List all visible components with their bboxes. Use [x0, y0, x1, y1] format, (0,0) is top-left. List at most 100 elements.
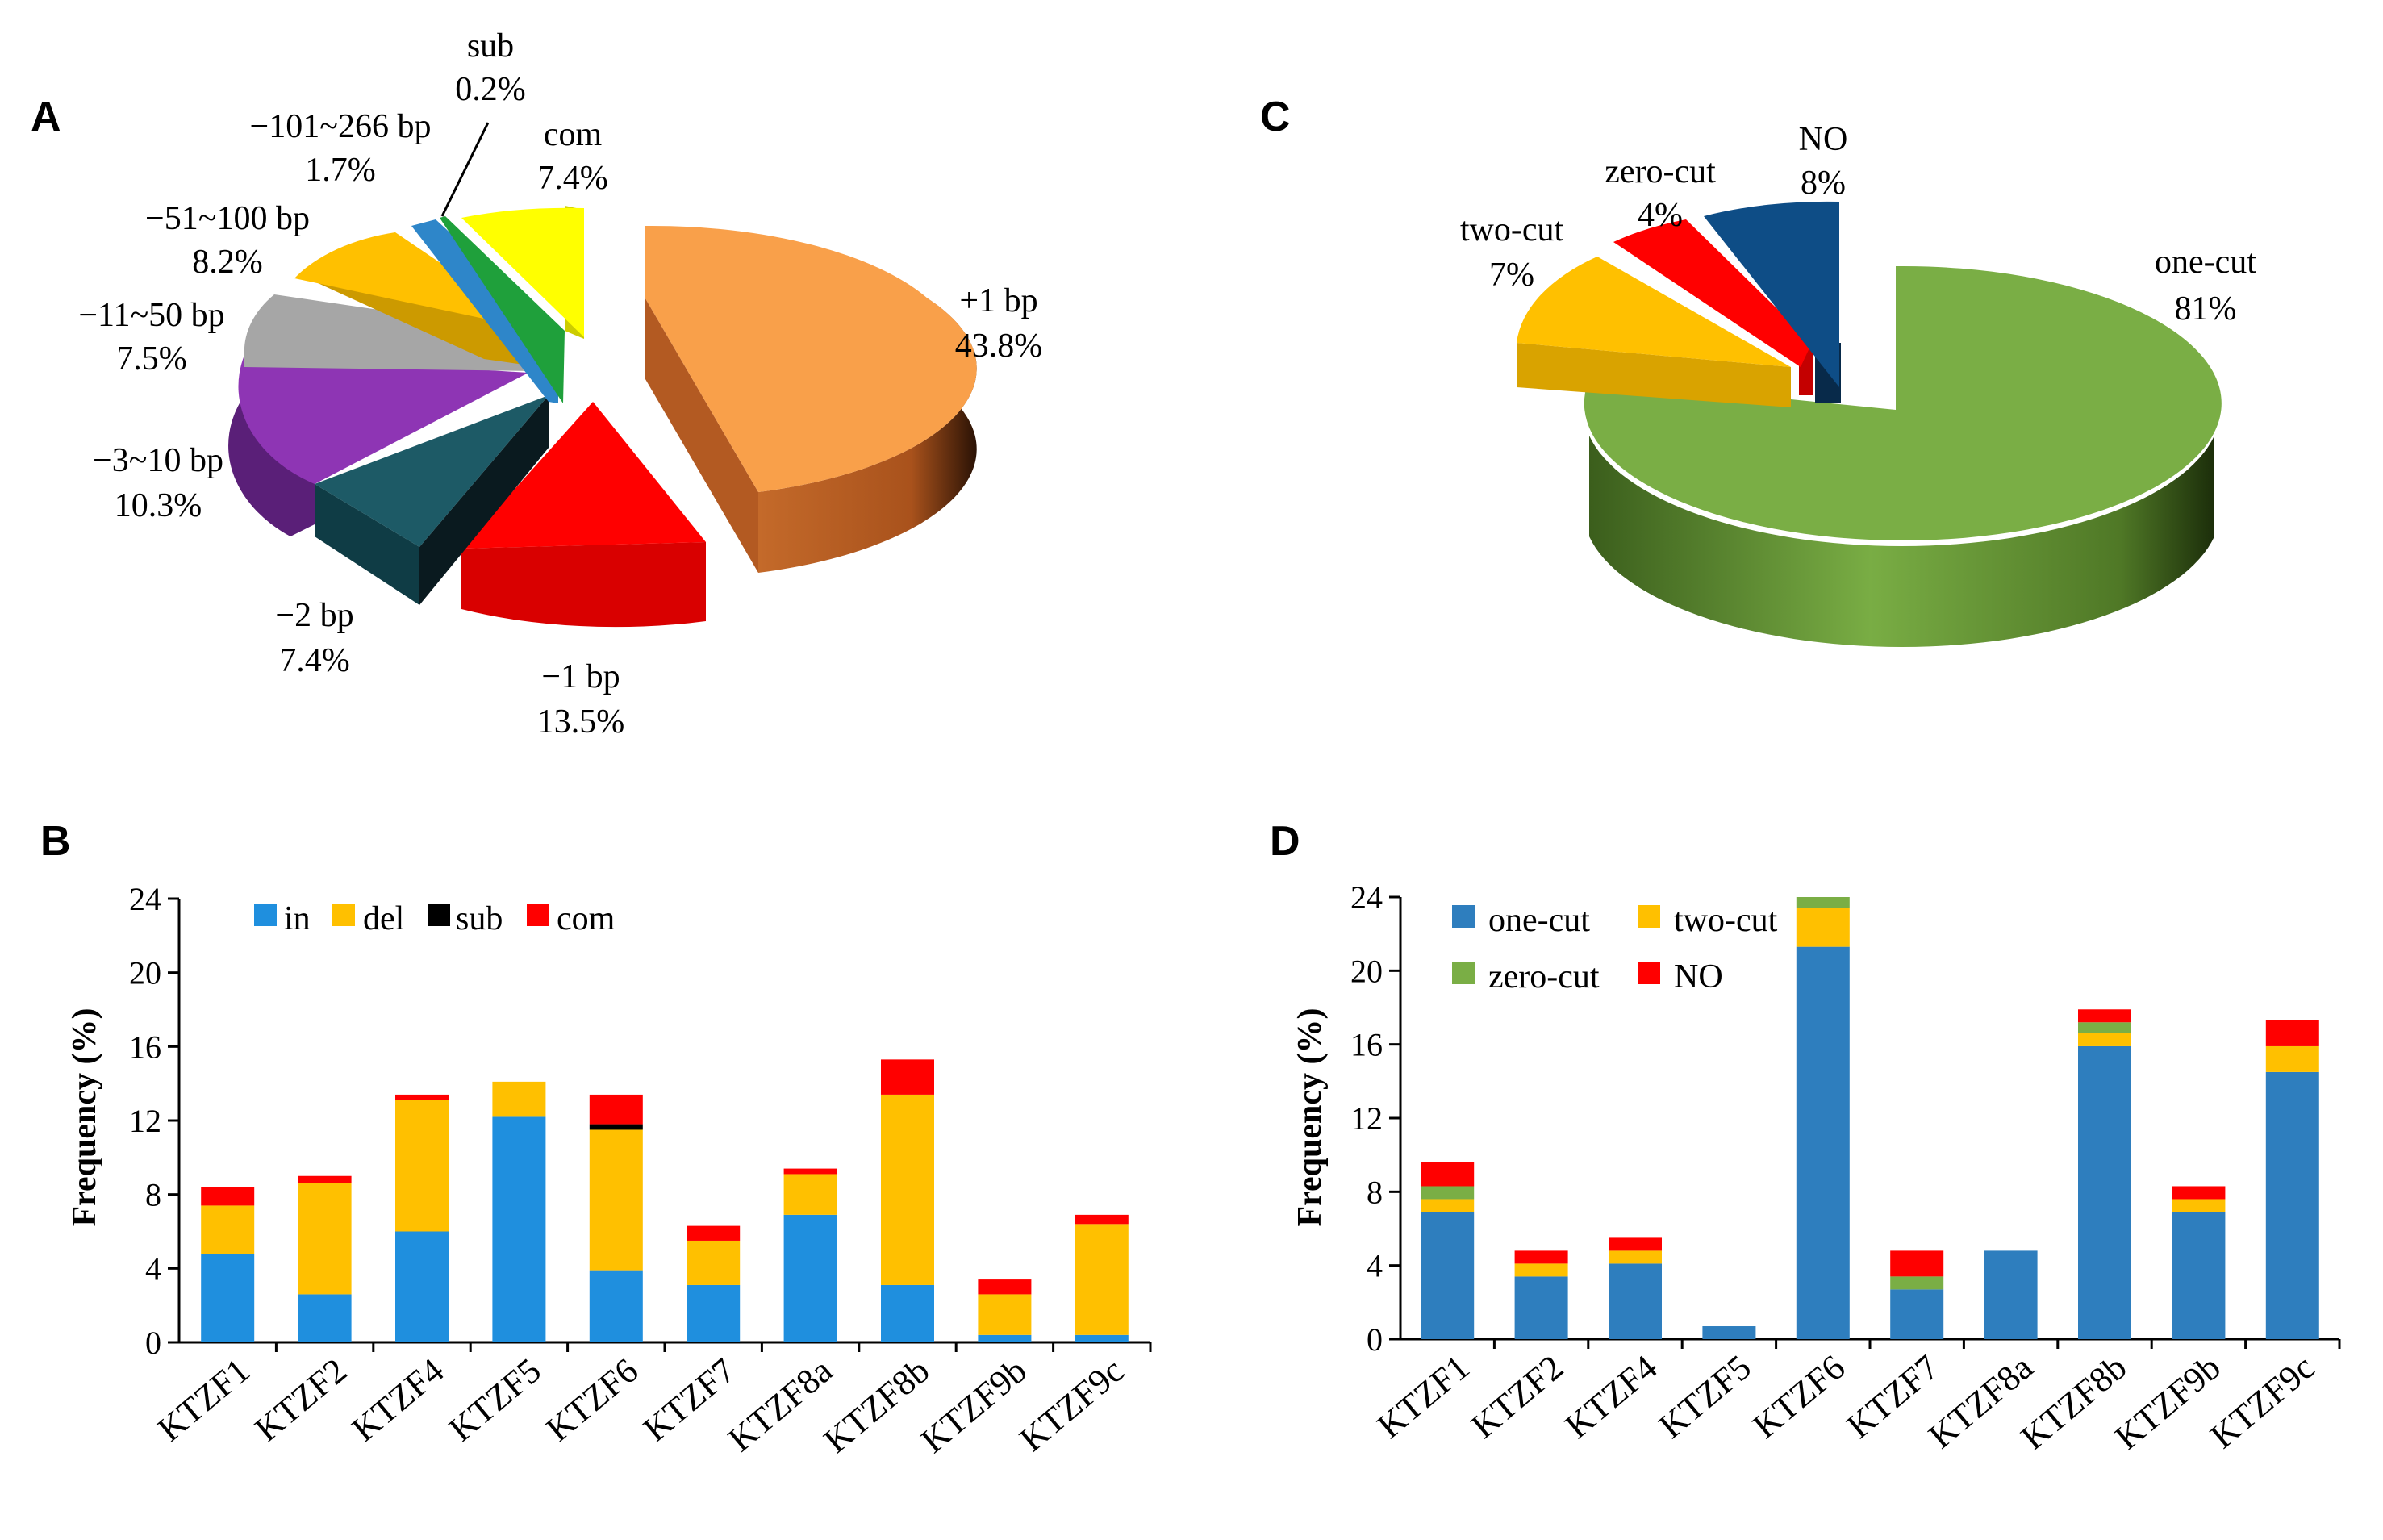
pie-a-label-plus1-pct: 43.8% [955, 328, 1043, 365]
bar-b-bar-KTZF6-del [589, 1129, 643, 1271]
panel-label-c: C [1260, 94, 1291, 140]
bar-d-xtick-label-KTZF1: KTZF1 [1370, 1347, 1477, 1446]
bar-b-xtick-label-KTZF1: KTZF1 [150, 1350, 257, 1449]
bar-d-bar-KTZF9b-one-cut [2172, 1212, 2226, 1339]
pie-c-slice-twocut-side [1517, 343, 1791, 407]
bar-chart-d: Frequency (%) one-cut two-cut zero-cut N… [1292, 879, 2341, 1458]
bar-d-bar-KTZF7-zero-cut [1890, 1276, 1944, 1290]
legend-d-swatch-onecut [1452, 905, 1475, 928]
bar-d-bar-KTZF9c-two-cut [2265, 1045, 2319, 1072]
bar-d-xtick-label-KTZF9b: KTZF9b [2107, 1347, 2227, 1458]
bar-b-bar-KTZF8b-com [881, 1059, 934, 1095]
pie-a-label-minus2-pct: 7.4% [279, 642, 350, 679]
bar-d-bar-KTZF8b-zero-cut [2078, 1022, 2131, 1033]
bar-b-ytick-label: 16 [129, 1029, 161, 1065]
bar-d-ylabel: Frequency (%) [1292, 1008, 1329, 1226]
bar-d-bar-KTZF6-one-cut [1796, 946, 1850, 1339]
pie-a-label-m3-name: −3~10 bp [93, 442, 223, 479]
pie-a-slice-m101-266 [411, 219, 558, 403]
legend-b-label-com: com [557, 900, 616, 937]
pie-a-slice-sub [440, 216, 565, 403]
bar-d-bar-KTZF7-NO [1890, 1250, 1944, 1277]
bar-d-bar-KTZF1-zero-cut [1421, 1186, 1475, 1200]
bar-d-ytick-label: 24 [1350, 879, 1383, 916]
pie-a-slice-plus1-inner [645, 298, 758, 573]
bar-b-xtick-label-KTZF8a: KTZF8a [720, 1350, 840, 1459]
pie-c-label-onecut-pct: 81% [2175, 290, 2237, 328]
panel-label-a: A [31, 94, 61, 140]
pie-a-slice-m3-10 [238, 355, 528, 484]
pie-a-slice-m51-100 [298, 274, 540, 367]
pie-a-slice-minus2-side [315, 484, 419, 605]
pie-a-slice-com [461, 207, 584, 337]
pie-a-label-com-name: com [544, 116, 603, 153]
legend-b-label-del: del [363, 900, 404, 937]
pie-c-slice-no [1704, 201, 1839, 387]
bar-d-bar-KTZF1-two-cut [1421, 1199, 1475, 1212]
pie-a-label-sub-name: sub [467, 27, 514, 65]
bar-b-ylabel: Frequency (%) [66, 1008, 103, 1226]
bar-d-xtick-label-KTZF4: KTZF4 [1558, 1347, 1665, 1446]
bar-d-bar-KTZF2-two-cut [1514, 1263, 1568, 1277]
bar-d-bar-KTZF8a-one-cut [1984, 1250, 2038, 1339]
pie-a-sub-leader [440, 122, 490, 217]
bar-b-ytick-label: 24 [129, 881, 161, 917]
bar-d-ytick-label: 8 [1367, 1174, 1383, 1210]
bar-b-bar-KTZF8b-in [881, 1284, 934, 1342]
bar-b-bar-KTZF9c-del [1075, 1224, 1129, 1335]
pie-c-slice-onecut-side [1589, 436, 2214, 648]
bar-b-ytick-label: 0 [145, 1325, 161, 1361]
bar-d-bar-KTZF6-zero-cut [1796, 897, 1850, 908]
pie-a-slice-minus1-side [461, 542, 706, 628]
pie-a-label-minus2-name: −2 bp [275, 597, 353, 634]
pie-a-label-minus1-name: −1 bp [541, 658, 620, 695]
bar-d-xtick-label-KTZF5: KTZF5 [1651, 1347, 1759, 1446]
bar-d-bar-KTZF9b-two-cut [2172, 1199, 2226, 1212]
bar-d-bar-KTZF6-two-cut [1796, 908, 1850, 947]
bar-b-xtick-label-KTZF4: KTZF4 [344, 1350, 452, 1449]
bar-b-bar-KTZF6-in [589, 1270, 643, 1342]
bar-b-bar-KTZF4-del [395, 1100, 449, 1232]
legend-d-swatch-zerocut [1452, 962, 1475, 984]
pie-c-slice-zerocut [1613, 219, 1812, 367]
bar-b-bar-KTZF7-del [687, 1240, 741, 1285]
bar-b-xtick-label-KTZF2: KTZF2 [247, 1350, 354, 1449]
bar-b-bar-KTZF7-in [687, 1284, 741, 1342]
bar-b-ytick-label: 4 [145, 1250, 161, 1287]
legend-d-label-onecut: one-cut [1488, 902, 1590, 939]
bar-d-bar-KTZF9c-NO [2265, 1020, 2319, 1046]
bar-chart-b: Frequency (%) in del sub com 0 4 8 12 16 20 24… [66, 881, 1152, 1461]
bar-d-ytick-label: 4 [1367, 1248, 1383, 1284]
bar-d-legend: one-cut two-cut zero-cut NO [1452, 902, 1778, 995]
bar-d-bar-KTZF9b-NO [2172, 1186, 2226, 1200]
bar-b-bar-KTZF2-com [298, 1175, 352, 1183]
bar-d-ytick-label: 0 [1367, 1321, 1383, 1358]
bar-b-bar-KTZF9c-in [1075, 1334, 1129, 1342]
pie-a-label-m101-pct: 1.7% [305, 152, 376, 189]
bar-b-bar-KTZF8a-del [783, 1174, 837, 1215]
pie-c-label-twocut-pct: 7% [1489, 257, 1534, 294]
legend-b-label-in: in [284, 900, 311, 937]
bar-d-ytick-label: 12 [1350, 1100, 1383, 1137]
bar-b-legend: in del sub com [254, 900, 616, 937]
bar-d-bar-KTZF7-one-cut [1890, 1289, 1944, 1339]
bar-b-bar-KTZF8b-del [881, 1094, 934, 1285]
pie-a-label-m11-name: −11~50 bp [78, 297, 224, 334]
bar-b-bar-KTZF8a-in [783, 1214, 837, 1342]
bar-d-bar-KTZF2-one-cut [1514, 1276, 1568, 1339]
bar-b-bar-KTZF7-com [687, 1225, 741, 1241]
bar-d-bar-KTZF8b-one-cut [2078, 1045, 2131, 1339]
pie-c-label-zerocut-pct: 4% [1638, 197, 1683, 234]
pie-c [1517, 201, 2222, 648]
legend-b-swatch-com [527, 904, 549, 926]
pie-a-label-m11-pct: 7.5% [116, 340, 187, 378]
pie-a-label-plus1-name: +1 bp [959, 282, 1037, 319]
pie-a-label-m3-pct: 10.3% [115, 487, 202, 524]
pie-a-label-com-pct: 7.4% [537, 160, 608, 197]
bar-b-bar-KTZF9b-in [978, 1334, 1032, 1342]
bar-d-bar-KTZF4-NO [1609, 1237, 1662, 1251]
pie-c-labels: NO 8% zero-cut 4% two-cut 7% one-cut 81% [1460, 121, 2256, 328]
bar-b-bar-KTZF6-com [589, 1094, 643, 1125]
pie-a-label-m101-name: −101~266 bp [250, 108, 432, 145]
